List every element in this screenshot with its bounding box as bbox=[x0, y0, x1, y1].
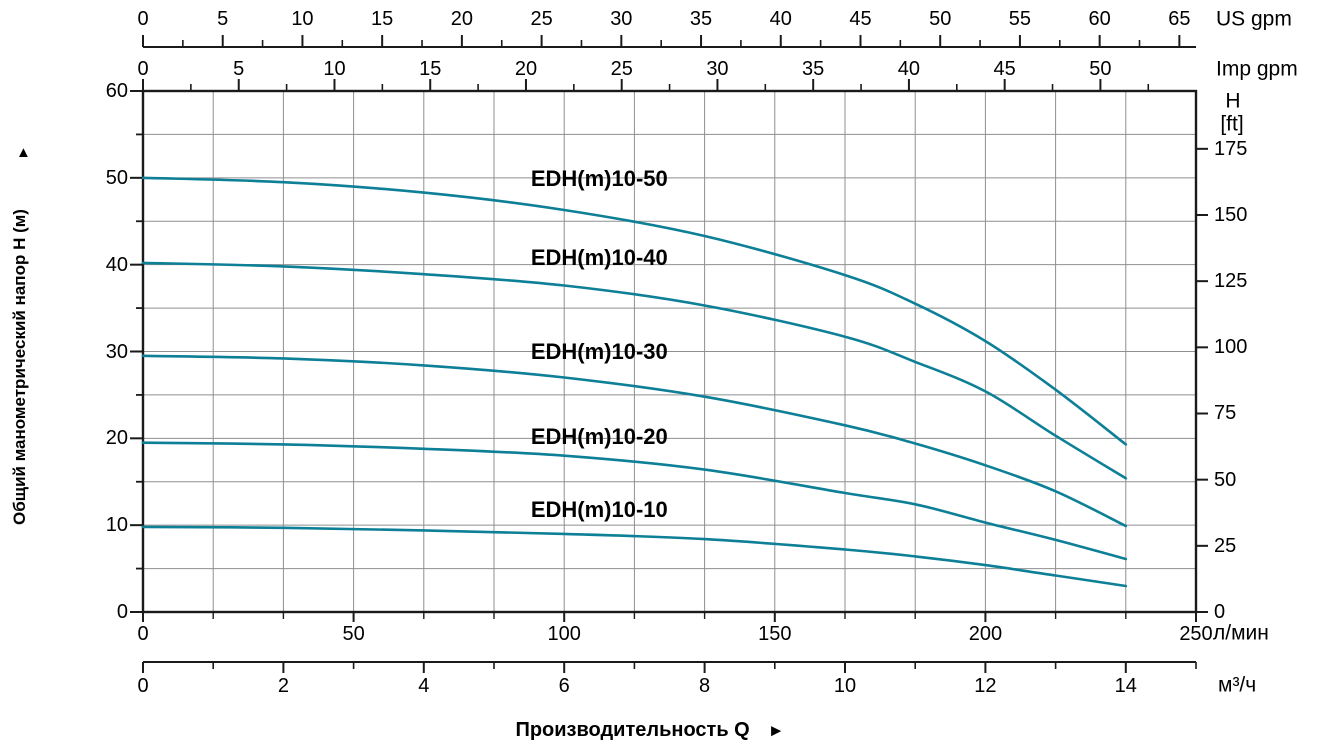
us-gpm-tick-label: 30 bbox=[610, 8, 633, 30]
h-m-tick-label: 60 bbox=[105, 80, 128, 102]
m3h-tick-label: 10 bbox=[833, 675, 857, 697]
pump-curve bbox=[141, 261, 1128, 480]
lmin-tick-label: 200 bbox=[968, 623, 1003, 645]
h-m-tick-label: 50 bbox=[105, 166, 128, 189]
us-gpm-tick-label: 45 bbox=[849, 8, 872, 30]
us-gpm-tick-label: 35 bbox=[689, 8, 713, 30]
imp-gpm-tick-label: 45 bbox=[993, 58, 1016, 80]
h-ft-unit-label-line1: H bbox=[1225, 89, 1241, 113]
lmin-tick-label: 50 bbox=[342, 623, 365, 645]
y-axis-title: Общий манометрический напор H (м) bbox=[10, 209, 29, 525]
series-label: EDH(m)10-10 bbox=[530, 496, 668, 522]
imp-gpm-tick-label: 35 bbox=[802, 58, 825, 80]
h-m-tick-label: 20 bbox=[105, 427, 128, 450]
imp-gpm-tick-label: 25 bbox=[610, 58, 633, 80]
x-axis-title-wrap: Производительность Q ► bbox=[420, 719, 880, 742]
m3h-tick-label: 12 bbox=[974, 675, 997, 697]
us-gpm-tick-label: 25 bbox=[530, 8, 553, 30]
imp-gpm-tick-label: 30 bbox=[706, 58, 729, 80]
h-m-tick-label: 10 bbox=[105, 514, 128, 537]
pump-curve bbox=[141, 525, 1128, 588]
us-gpm-tick-label: 20 bbox=[450, 8, 473, 30]
h-ft-tick-label: 100 bbox=[1214, 336, 1248, 359]
pump-curve bbox=[141, 441, 1128, 561]
us-gpm-tick-label: 10 bbox=[291, 8, 314, 30]
lmin-tick-label: 150 bbox=[758, 623, 792, 645]
us-gpm-tick-label: 65 bbox=[1168, 8, 1191, 30]
x-axis-arrow-icon: ► bbox=[767, 720, 785, 740]
imp-gpm-tick-label: 5 bbox=[233, 58, 245, 80]
x-axis-title: Производительность Q bbox=[515, 719, 750, 741]
imp-gpm-tick-label: 50 bbox=[1089, 58, 1112, 80]
us-gpm-tick-label: 40 bbox=[769, 8, 792, 30]
m3h-tick-label: 8 bbox=[699, 675, 711, 697]
h-ft-tick-label: 125 bbox=[1214, 270, 1248, 293]
m3h-tick-label: 6 bbox=[558, 675, 570, 697]
us-gpm-tick-label: 55 bbox=[1008, 8, 1032, 30]
h-ft-tick-label: 50 bbox=[1214, 468, 1237, 491]
lmin-tick-label: 0 bbox=[137, 623, 149, 645]
lmin-tick-label: 100 bbox=[547, 623, 581, 645]
series-label: EDH(m)10-30 bbox=[530, 338, 668, 364]
imp-gpm-unit-label: Imp gpm bbox=[1216, 57, 1298, 81]
m3h-tick-label: 4 bbox=[418, 675, 430, 697]
imp-gpm-tick-label: 20 bbox=[514, 58, 538, 80]
pump-curve bbox=[141, 176, 1128, 446]
h-ft-tick-label: 25 bbox=[1214, 534, 1237, 557]
h-ft-tick-label: 75 bbox=[1214, 402, 1237, 425]
us-gpm-tick-label: 5 bbox=[217, 8, 229, 30]
m3h-unit-label: м³/ч bbox=[1218, 673, 1257, 697]
us-gpm-unit-label: US gpm bbox=[1216, 7, 1292, 31]
h-ft-unit-label-line2: [ft] bbox=[1220, 112, 1244, 136]
imp-gpm-tick-label: 10 bbox=[323, 58, 346, 80]
m3h-tick-label: 14 bbox=[1114, 675, 1137, 697]
imp-gpm-tick-label: 0 bbox=[137, 58, 149, 80]
m3h-tick-label: 0 bbox=[137, 675, 149, 697]
series-label: EDH(m)10-40 bbox=[530, 244, 668, 270]
us-gpm-tick-label: 0 bbox=[137, 8, 149, 30]
h-ft-tick-label: 0 bbox=[1214, 601, 1226, 623]
series-label: EDH(m)10-20 bbox=[530, 423, 668, 449]
h-m-tick-label: 40 bbox=[105, 253, 128, 276]
h-ft-tick-label: 150 bbox=[1214, 203, 1248, 226]
us-gpm-tick-label: 60 bbox=[1088, 8, 1111, 30]
imp-gpm-tick-label: 40 bbox=[897, 58, 921, 80]
h-ft-tick-label: 175 bbox=[1214, 137, 1248, 160]
y-axis-arrow-icon: ▲ bbox=[16, 144, 31, 161]
m3h-tick-label: 2 bbox=[277, 675, 289, 697]
us-gpm-tick-label: 50 bbox=[929, 8, 952, 30]
us-gpm-tick-label: 15 bbox=[371, 8, 394, 30]
h-m-tick-label: 0 bbox=[116, 601, 128, 623]
h-m-tick-label: 30 bbox=[105, 340, 128, 363]
lmin-unit-label: л/мин bbox=[1213, 621, 1269, 645]
lmin-tick-label: 250 bbox=[1179, 623, 1213, 645]
imp-gpm-tick-label: 15 bbox=[419, 58, 442, 80]
series-label: EDH(m)10-50 bbox=[530, 165, 668, 191]
pump-curve bbox=[141, 354, 1128, 528]
